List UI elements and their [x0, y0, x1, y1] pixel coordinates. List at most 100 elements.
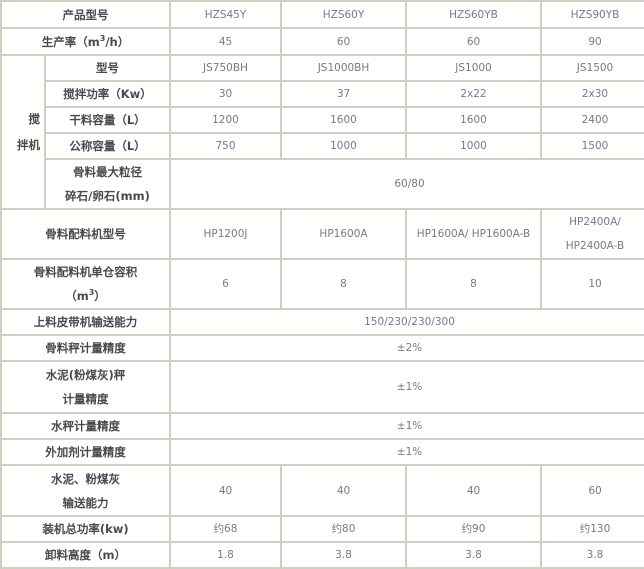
row-cement-conveying: 水泥、粉煤灰 输送能力 40 40 40 60 — [0, 464, 644, 517]
label-mixer-group: 搅拌机 — [0, 54, 46, 210]
value-cell: 1.8 — [169, 541, 282, 569]
label-sup: 3 — [99, 33, 106, 43]
row-batcher-volume: 骨料配料机单仓容积 （m3） 6 8 8 10 — [0, 258, 644, 310]
value-cell: 6 — [169, 258, 282, 310]
value-cell: 3.8 — [405, 541, 542, 569]
label-text: 骨料最大粒径 — [73, 165, 142, 179]
row-nominal-capacity: 公称容量（L） 750 1000 1000 1500 — [1, 132, 644, 160]
label-water-accuracy: 水秤计量精度 — [0, 412, 171, 440]
value-cell: ±1% — [169, 412, 644, 440]
label-cement-conveying: 水泥、粉煤灰 输送能力 — [0, 464, 171, 517]
value-text: HP2400A/ — [569, 216, 621, 228]
label-product-model: 产品型号 — [0, 0, 171, 29]
row-discharge-height: 卸料高度（m） 1.8 3.8 3.8 3.8 — [0, 541, 644, 569]
row-model: 产品型号 HZS45Y HZS60Y HZS60YB HZS90YB — [0, 0, 644, 29]
value-cell: ±1% — [169, 360, 644, 414]
label-text: 搅 — [28, 112, 41, 126]
value-cell: 1500 — [540, 132, 644, 160]
label-batcher-model: 骨料配料机型号 — [0, 208, 171, 260]
value-cell: 10 — [540, 258, 644, 310]
row-dry-capacity: 干料容量（L） 1200 1600 1600 2400 — [1, 106, 644, 134]
value-cell: 约80 — [280, 515, 407, 543]
label-total-power: 装机总功率(kw) — [0, 515, 171, 543]
row-production: 生产率（m3/h） 45 60 60 90 — [0, 27, 644, 56]
value-cell: 750 — [169, 132, 282, 160]
value-cell: 30 — [169, 80, 282, 108]
label-batcher-volume: 骨料配料机单仓容积 （m3） — [0, 258, 171, 310]
label-text: 输送能力 — [62, 495, 109, 510]
label-nominal-capacity: 公称容量（L） — [44, 132, 171, 160]
label-belt: 上料皮带机输送能力 — [0, 308, 171, 336]
value-cell: 90 — [540, 27, 644, 56]
value-cell: 60/80 — [169, 158, 644, 210]
value-cell: ±2% — [169, 334, 644, 362]
value-cell: 3.8 — [280, 541, 407, 569]
model-cell: HZS45Y — [169, 0, 282, 29]
row-additive-accuracy: 外加剂计量精度 ±1% — [0, 438, 644, 466]
value-cell: HP1600A — [280, 208, 407, 260]
value-cell: 约130 — [540, 515, 644, 543]
row-batcher-model: 骨料配料机型号 HP1200J HP1600A HP1600A/ HP1600A… — [0, 208, 644, 260]
value-cell: 1600 — [405, 106, 542, 134]
value-cell: 1000 — [405, 132, 542, 160]
value-cell: 60 — [280, 27, 407, 56]
label-text: /h） — [105, 34, 130, 49]
label-mixer-model: 型号 — [44, 54, 171, 82]
label-text: 水泥(粉煤灰)秤 — [45, 368, 126, 382]
label-aggregate-accuracy: 骨料秤计量精度 — [0, 334, 171, 362]
value-cell: JS1000 — [405, 54, 542, 82]
row-belt: 上料皮带机输送能力 150/230/230/300 — [0, 308, 644, 336]
value-cell: 1200 — [169, 106, 282, 134]
row-max-aggregate: 骨料最大粒径 碎石/卵石(mm) 60/80 — [1, 158, 644, 210]
value-cell: JS1500 — [540, 54, 644, 82]
label-text: （m — [65, 289, 89, 303]
value-cell: HP1200J — [169, 208, 282, 260]
value-cell: 45 — [169, 27, 282, 56]
value-cell: HP1600A/ HP1600A-B — [405, 208, 542, 260]
label-text: ） — [94, 289, 106, 303]
value-cell: 约90 — [405, 515, 542, 543]
label-mixer-power: 搅拌功率（Kw） — [44, 80, 171, 108]
value-cell: 60 — [405, 27, 542, 56]
label-max-aggregate: 骨料最大粒径 碎石/卵石(mm) — [44, 158, 171, 210]
label-cement-accuracy: 水泥(粉煤灰)秤 计量精度 — [0, 360, 171, 414]
value-cell: ±1% — [169, 438, 644, 466]
value-cell: 60 — [540, 464, 644, 517]
label-production: 生产率（m3/h） — [0, 27, 171, 56]
value-cell: 37 — [280, 80, 407, 108]
value-cell: 1000 — [280, 132, 407, 160]
value-cell: 3.8 — [540, 541, 644, 569]
label-text: 计量精度 — [62, 392, 109, 406]
value-cell: 2x22 — [405, 80, 542, 108]
value-text: HP2400A-B — [565, 240, 625, 252]
label-text: 骨料配料机单仓容积 — [33, 265, 138, 279]
model-cell: HZS60Y — [280, 0, 407, 29]
value-cell: 约68 — [169, 515, 282, 543]
value-cell: 150/230/230/300 — [169, 308, 644, 336]
row-total-power: 装机总功率(kw) 约68 约80 约90 约130 — [0, 515, 644, 543]
row-mixer-model: 搅拌机 型号 JS750BH JS1000BH JS1000 JS1500 — [0, 54, 644, 210]
row-water-accuracy: 水秤计量精度 ±1% — [0, 412, 644, 440]
label-text: 水泥、粉煤灰 — [51, 471, 120, 486]
model-cell: HZS90YB — [540, 0, 644, 29]
label-text: 拌机 — [17, 138, 40, 152]
row-cement-accuracy: 水泥(粉煤灰)秤 计量精度 ±1% — [0, 360, 644, 414]
value-cell: 40 — [280, 464, 407, 517]
model-cell: HZS60YB — [405, 0, 542, 29]
value-cell: HP2400A/HP2400A-B — [540, 208, 644, 260]
label-additive-accuracy: 外加剂计量精度 — [0, 438, 171, 466]
label-sup: 3 — [88, 288, 95, 298]
value-cell: 8 — [405, 258, 542, 310]
value-cell: 40 — [405, 464, 542, 517]
value-cell: 8 — [280, 258, 407, 310]
label-text: 碎石/卵石(mm) — [65, 189, 150, 203]
value-cell: JS1000BH — [280, 54, 407, 82]
row-mixer-power: 搅拌功率（Kw） 30 37 2x22 2x30 — [1, 80, 644, 108]
value-cell: 40 — [169, 464, 282, 517]
value-cell: 2400 — [540, 106, 644, 134]
row-aggregate-accuracy: 骨料秤计量精度 ±2% — [0, 334, 644, 362]
label-text: 生产率（m — [41, 34, 100, 49]
label-dry-capacity: 干料容量（L） — [44, 106, 171, 134]
label-discharge-height: 卸料高度（m） — [0, 541, 171, 569]
